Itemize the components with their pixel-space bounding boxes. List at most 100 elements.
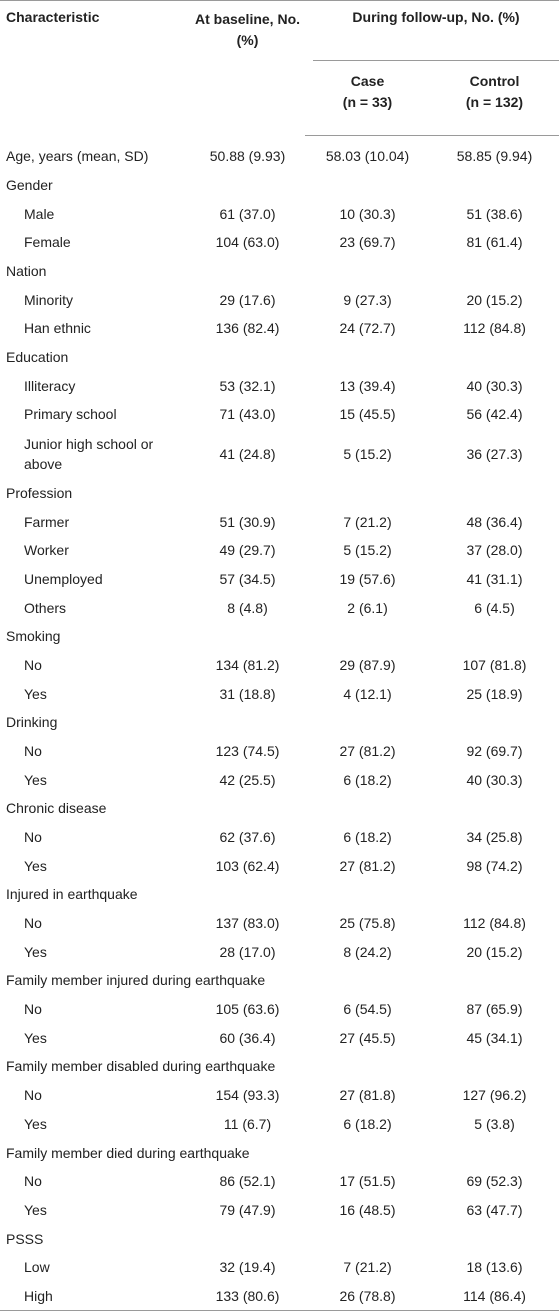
- table-row: No 123 (74.5) 27 (81.2) 92 (69.7): [0, 737, 559, 766]
- value-cell: 6 (18.2): [343, 771, 392, 788]
- table-row: No 137 (83.0) 25 (75.8) 112 (84.8): [0, 909, 559, 938]
- section-label: Chronic disease: [6, 800, 107, 817]
- value-cell: 49 (29.7): [219, 542, 276, 559]
- table-row: Yes 103 (62.4) 27 (81.2) 98 (74.2): [0, 851, 559, 880]
- section-label: Family member died during earthquake: [6, 1144, 250, 1161]
- table-row: Unemployed 57 (34.5) 19 (57.6) 41 (31.1): [0, 565, 559, 594]
- row-label: Farmer: [24, 513, 70, 530]
- header-label: Control: [469, 73, 520, 89]
- value-cell: 57 (34.5): [219, 571, 276, 588]
- row-label: Male: [24, 205, 55, 222]
- value-cell: 114 (86.4): [463, 1287, 526, 1304]
- row-label: No: [24, 915, 42, 932]
- value-cell: 112 (84.8): [463, 320, 526, 337]
- row-label: Age, years (mean, SD): [6, 148, 149, 165]
- row-label: Worker: [24, 542, 69, 559]
- table-row: PSSS: [0, 1224, 559, 1253]
- table-row: Family member disabled during earthquake: [0, 1052, 559, 1081]
- row-label: Yes: [24, 1115, 47, 1132]
- value-cell: 37 (28.0): [466, 542, 523, 559]
- header-cell: Case (n = 33): [305, 61, 430, 136]
- value-cell: 40 (30.3): [466, 377, 523, 394]
- value-cell: 18 (13.6): [466, 1259, 523, 1276]
- table-row: Gender: [0, 171, 559, 200]
- value-cell: 56 (42.4): [466, 406, 523, 423]
- section-label: PSSS: [6, 1230, 44, 1247]
- value-cell: 6 (4.5): [474, 599, 515, 616]
- value-cell: 63 (47.7): [466, 1201, 523, 1218]
- row-label: Minority: [24, 291, 74, 308]
- value-cell: 20 (15.2): [466, 943, 523, 960]
- table-header: Characteristic At baseline, No. (%) Duri…: [0, 0, 559, 136]
- value-cell: 19 (57.6): [339, 571, 396, 588]
- value-cell: 27 (81.2): [339, 743, 396, 760]
- value-cell: 69 (52.3): [466, 1173, 523, 1190]
- value-cell: 137 (83.0): [215, 915, 280, 932]
- value-cell: 81 (61.4): [466, 234, 523, 251]
- value-cell: 92 (69.7): [466, 743, 523, 760]
- value-cell: 107 (81.8): [462, 657, 527, 674]
- table-row: Others 8 (4.8) 2 (6.1) 6 (4.5): [0, 593, 559, 622]
- row-label: No: [24, 1001, 42, 1018]
- value-cell: 13 (39.4): [339, 377, 396, 394]
- value-cell: 17 (51.5): [339, 1173, 396, 1190]
- value-cell: 28 (17.0): [219, 943, 276, 960]
- section-label: Profession: [6, 485, 73, 502]
- value-cell: 58.03 (10.04): [325, 148, 410, 165]
- table-row: Primary school 71 (43.0) 15 (45.5) 56 (42.4…: [0, 400, 559, 429]
- value-cell: 15 (45.5): [339, 406, 396, 423]
- table-row: No 62 (37.6) 6 (18.2) 34 (25.8): [0, 823, 559, 852]
- value-cell: 60 (36.4): [219, 1029, 276, 1046]
- table-row: No 154 (93.3) 27 (81.8) 127 (96.2): [0, 1081, 559, 1110]
- value-cell: 50.88 (9.93): [209, 148, 286, 165]
- value-cell: 20 (15.2): [466, 291, 523, 308]
- header-group-label: During follow-up, No. (%): [313, 9, 559, 61]
- table-row: Family member injured during earthquake: [0, 966, 559, 995]
- value-cell: 34 (25.8): [466, 829, 523, 846]
- value-cell: 23 (69.7): [339, 234, 396, 251]
- table-row: Farmer 51 (30.9) 7 (21.2) 48 (36.4): [0, 507, 559, 536]
- table-row: Male 61 (37.0) 10 (30.3) 51 (38.6): [0, 199, 559, 228]
- table-row: Drinking: [0, 708, 559, 737]
- value-cell: 41 (24.8): [219, 445, 276, 462]
- table-row: Smoking: [0, 622, 559, 651]
- value-cell: 61 (37.0): [219, 205, 276, 222]
- row-label: Yes: [24, 1201, 47, 1218]
- table-row: Yes 79 (47.9) 16 (48.5) 63 (47.7): [0, 1196, 559, 1225]
- row-label: Illiteracy: [24, 377, 76, 394]
- table-row: Chronic disease: [0, 794, 559, 823]
- table-row: Junior high school or above 41 (24.8) 5 (1…: [0, 429, 559, 479]
- table-row: Profession: [0, 479, 559, 508]
- value-cell: 62 (37.6): [219, 829, 276, 846]
- value-cell: 11 (6.7): [223, 1115, 272, 1132]
- row-label: Yes: [24, 943, 47, 960]
- table-row: Yes 28 (17.0) 8 (24.2) 20 (15.2): [0, 937, 559, 966]
- table-row: Nation: [0, 257, 559, 286]
- row-label: No: [24, 657, 42, 674]
- value-cell: 36 (27.3): [466, 445, 523, 462]
- value-cell: 9 (27.3): [343, 291, 392, 308]
- table-row: Age, years (mean, SD) 50.88 (9.93) 58.03 (…: [0, 136, 559, 171]
- section-label: Education: [6, 349, 69, 366]
- row-label: No: [24, 829, 42, 846]
- row-label: Han ethnic: [24, 320, 91, 337]
- table-row: Low 32 (19.4) 7 (21.2) 18 (13.6): [0, 1253, 559, 1282]
- value-cell: 27 (81.2): [339, 857, 396, 874]
- value-cell: 27 (81.8): [339, 1087, 396, 1104]
- table-row: Minority 29 (17.6) 9 (27.3) 20 (15.2): [0, 285, 559, 314]
- table-row: High 133 (80.6) 26 (78.8) 114 (86.4): [0, 1282, 559, 1311]
- table-row: Education: [0, 343, 559, 372]
- value-cell: 7 (21.2): [343, 1259, 392, 1276]
- value-cell: 51 (30.9): [219, 513, 276, 530]
- value-cell: 5 (15.2): [343, 445, 392, 462]
- value-cell: 24 (72.7): [339, 320, 396, 337]
- header-cell: Characteristic: [6, 9, 100, 25]
- value-cell: 154 (93.3): [215, 1087, 280, 1104]
- value-cell: 98 (74.2): [466, 857, 523, 874]
- value-cell: 16 (48.5): [339, 1201, 396, 1218]
- section-label: Family member disabled during earthquake: [6, 1058, 276, 1075]
- value-cell: 8 (4.8): [227, 599, 268, 616]
- section-label: Injured in earthquake: [6, 886, 138, 903]
